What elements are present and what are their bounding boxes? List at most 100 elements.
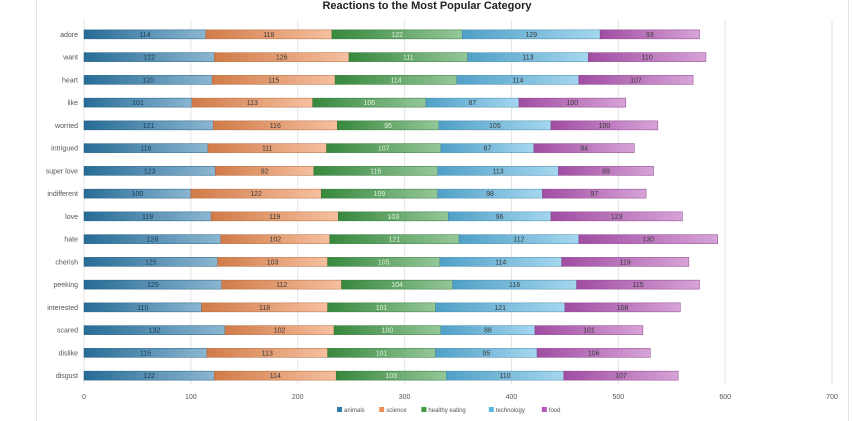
data-label: 123 xyxy=(144,168,156,175)
legend-label: food xyxy=(549,408,561,414)
data-label: 116 xyxy=(140,146,151,153)
data-label: 114 xyxy=(512,77,523,84)
legend-swatch xyxy=(337,407,342,412)
legend-swatch xyxy=(421,407,427,412)
data-label: 106 xyxy=(588,350,600,357)
data-label: 103 xyxy=(388,214,400,221)
data-label: 119 xyxy=(269,214,280,221)
data-label: 128 xyxy=(147,237,159,244)
data-label: 100 xyxy=(382,328,394,335)
legend-label: technology xyxy=(496,408,525,414)
data-label: 110 xyxy=(642,55,653,62)
category-label: worried xyxy=(54,123,78,130)
data-label: 112 xyxy=(276,282,287,289)
data-label: 121 xyxy=(143,123,155,130)
category-label: super love xyxy=(46,168,78,175)
x-tick-label: 0 xyxy=(82,394,86,401)
data-label: 103 xyxy=(267,259,279,266)
x-tick-label: 200 xyxy=(292,394,304,401)
data-label: 92 xyxy=(261,168,269,175)
x-tick-label: 700 xyxy=(826,394,838,401)
data-label: 119 xyxy=(620,259,631,266)
bar-segment xyxy=(558,166,654,176)
category-label: interested xyxy=(47,305,78,312)
category-label: peeking xyxy=(53,282,78,289)
x-tick-label: 600 xyxy=(719,394,731,401)
bar-segment xyxy=(542,188,647,199)
data-label: 107 xyxy=(630,77,642,84)
data-label: 107 xyxy=(378,146,390,153)
data-label: 129 xyxy=(525,32,537,39)
category-label: like xyxy=(67,100,78,107)
data-label: 114 xyxy=(495,259,506,266)
data-label: 87 xyxy=(469,100,477,107)
data-label: 114 xyxy=(270,373,281,380)
data-label: 101 xyxy=(376,305,388,312)
x-tick-label: 500 xyxy=(612,394,624,401)
data-label: 121 xyxy=(389,237,401,244)
data-label: 101 xyxy=(132,100,144,107)
bar-segment xyxy=(561,257,690,267)
data-label: 106 xyxy=(363,100,375,107)
legend-label: animals xyxy=(344,408,365,414)
data-label: 95 xyxy=(482,350,490,357)
data-label: 101 xyxy=(376,350,388,357)
data-label: 113 xyxy=(522,55,533,62)
data-label: 93 xyxy=(646,32,654,39)
data-label: 115 xyxy=(268,77,279,84)
bar-segment xyxy=(576,279,700,290)
data-label: 125 xyxy=(145,259,157,266)
legend-label: healthy eating xyxy=(428,408,465,414)
legend-label: science xyxy=(386,408,407,414)
data-label: 105 xyxy=(378,259,390,266)
data-label: 122 xyxy=(143,373,155,380)
data-label: 103 xyxy=(385,373,397,380)
bar-segment xyxy=(550,211,683,222)
frame-border-left xyxy=(36,0,37,421)
x-tick-label: 400 xyxy=(506,394,518,401)
data-label: 104 xyxy=(391,282,403,289)
data-label: 96 xyxy=(496,214,504,221)
data-label: 100 xyxy=(567,100,579,107)
bar-segment xyxy=(564,302,681,313)
data-label: 122 xyxy=(250,191,262,198)
data-label: 94 xyxy=(580,146,588,153)
data-label: 97 xyxy=(590,191,598,198)
legend-swatch xyxy=(379,407,385,412)
category-label: cherish xyxy=(55,259,78,266)
data-label: 116 xyxy=(509,282,520,289)
bar-segment xyxy=(578,75,694,85)
data-label: 110 xyxy=(137,305,148,312)
data-label: 118 xyxy=(259,305,270,312)
data-label: 111 xyxy=(403,55,414,62)
data-label: 130 xyxy=(642,237,654,244)
data-label: 98 xyxy=(486,191,494,198)
data-label: 123 xyxy=(611,214,623,221)
data-label: 118 xyxy=(263,32,274,39)
data-label: 95 xyxy=(384,123,392,130)
bar-segment xyxy=(536,348,651,358)
category-label: want xyxy=(62,55,78,62)
legend-swatch xyxy=(488,407,494,412)
bar-segment xyxy=(578,234,718,244)
data-label: 110 xyxy=(499,373,510,380)
category-label: adore xyxy=(60,32,78,39)
data-label: 115 xyxy=(632,282,643,289)
data-label: 116 xyxy=(270,123,281,130)
data-label: 113 xyxy=(492,168,503,175)
x-tick-label: 300 xyxy=(399,394,411,401)
data-label: 88 xyxy=(484,328,492,335)
data-label: 114 xyxy=(139,32,150,39)
data-label: 132 xyxy=(149,328,161,335)
category-label: hate xyxy=(64,237,78,244)
bar-segment xyxy=(588,52,707,62)
data-label: 107 xyxy=(615,373,627,380)
data-label: 126 xyxy=(276,55,288,62)
category-label: love xyxy=(65,214,78,221)
category-label: heart xyxy=(62,77,78,84)
category-label: intrigued xyxy=(51,146,78,153)
data-label: 116 xyxy=(370,168,381,175)
data-label: 102 xyxy=(269,237,281,244)
data-label: 120 xyxy=(142,77,154,84)
